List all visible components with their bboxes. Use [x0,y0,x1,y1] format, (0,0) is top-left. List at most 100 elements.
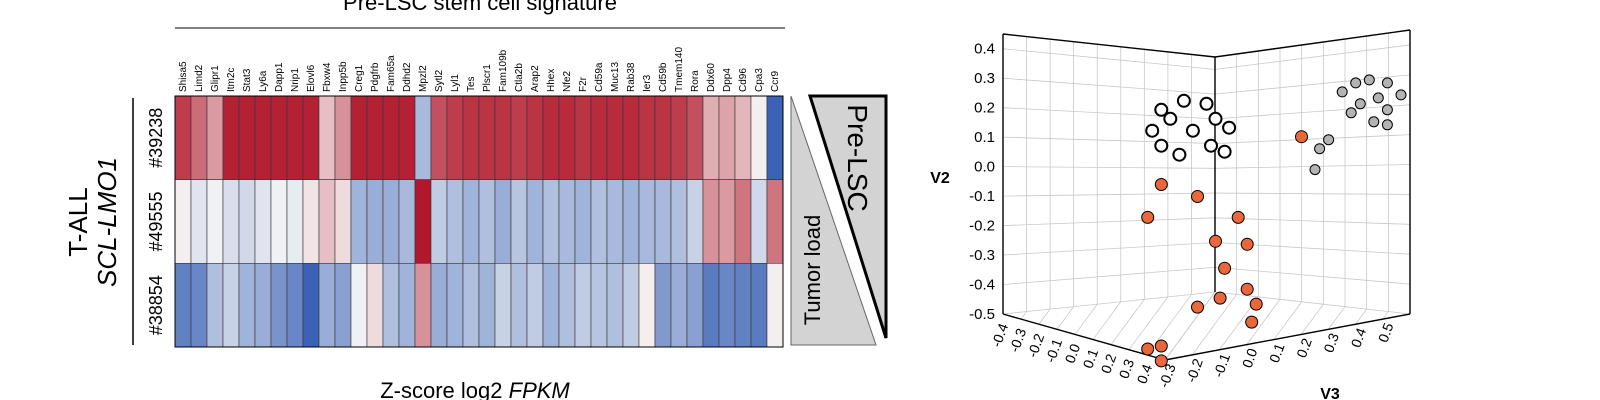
heatmap-cell [494,95,512,180]
tumor-load-label: Tumor load [800,215,825,325]
gene-label: Sytl2 [434,69,445,92]
floor-grid-line [1128,296,1169,351]
floor-grid-line [1328,306,1346,330]
gene-label: Cpa3 [754,68,765,92]
heatmap-cell [622,179,640,264]
heatmap-cell [174,179,192,264]
floor-grid-line [1382,311,1389,320]
heatmap-cell [446,95,464,180]
scatter-point-group-3 [1209,234,1222,248]
heatmap-cell [670,95,688,180]
scatter-point-group-2 [1372,92,1384,104]
heatmap-cell [174,263,192,348]
grid-line [1214,134,1411,144]
heatmap-cell [526,95,544,180]
heatmap-cell [366,263,384,348]
gene-label: Inpp5b [338,61,349,92]
heatmap-cell [270,179,288,264]
scatter-point-group-2 [1368,116,1380,128]
scatter-point-group-3 [1240,237,1254,251]
heatmap-cell [414,263,432,348]
heatmap-cell [206,263,224,348]
gene-label: Dpp4 [722,68,733,92]
gene-label: Tes [466,76,477,92]
heatmap-cell [398,95,416,180]
scatter-point-group-1 [1145,123,1160,138]
grid-line [1002,166,1216,169]
heatmap-cell [414,95,432,180]
heatmap-cell [318,95,336,180]
heatmap-cell [542,263,560,348]
sample-label: #39238 [146,108,166,168]
gene-label: F2r [578,76,589,92]
heatmap-cell [446,179,464,264]
gene-label: Tmem140 [674,47,685,92]
heatmap-cell [766,263,784,348]
scatter-point-group-2 [1323,134,1335,146]
heatmap-cell [254,179,272,264]
y-tick-label: 0.4 [974,41,995,58]
scatter-point-group-1 [1176,93,1191,108]
heatmap-cell [574,179,592,264]
heatmap-cell [766,95,784,180]
scatter-point-group-2 [1363,74,1375,86]
heatmap-cell [254,95,272,180]
heatmap-cell [510,179,528,264]
scatter-point-group-3 [1141,342,1155,356]
grid-line [1002,107,1216,120]
heatmap-cell [254,263,272,348]
v1-tick-label: 0.4 [1134,362,1156,386]
heatmap-cell [398,263,416,348]
heatmap-cell [718,179,736,264]
scatter-point-group-3 [1231,210,1245,224]
heatmap-cell [750,179,768,264]
heatmap-cell [542,179,560,264]
v3-tick-label: 0.0 [1239,346,1261,370]
v1-tick-label: -0.3 [1006,326,1029,354]
heatmap-cell [334,179,352,264]
axis-line [1002,313,1166,361]
scatter-point-group-3 [1154,339,1168,353]
scatter-point-group-3 [1191,300,1204,314]
grid-line [1002,266,1216,285]
heatmap-cell [350,95,368,180]
heatmap-xlabel: Z-score log2 FPKM [380,378,570,400]
heatmap-cell [190,179,208,264]
heatmap-cell [270,95,288,180]
heatmap-cell [478,95,496,180]
scatter-point-group-2 [1350,77,1362,89]
gene-labels: Shisa5 Limd2 Glipr1 Itm2c Stat3 Ly6a Dapp1 Nrip… [178,47,781,92]
gene-label: Stat3 [242,68,253,92]
gene-label: Cd96 [738,68,749,92]
heatmap-cell [478,263,496,348]
prelsc-label: Pre-LSC [842,104,873,211]
gene-label: Arap2 [530,65,541,92]
gene-label: Fam65a [386,55,397,92]
heatmap-cell [222,95,240,180]
floor-grid-line [1056,306,1074,330]
scatter-axes [1002,29,1411,361]
gene-label: Creg1 [354,64,365,92]
floor-grid-line [1300,303,1324,335]
heatmap-cell [542,95,560,180]
heatmap-cell [382,263,400,348]
gene-label: Itm2c [226,68,237,92]
v1-tick-label: 0.3 [1116,357,1138,381]
floor-grid-line [1020,311,1027,320]
y-tick-label: -0.5 [969,306,995,323]
heatmap-cell [510,263,528,348]
heatmap-cell [558,263,576,348]
heatmap-cell [686,263,704,348]
heatmap-cell [574,263,592,348]
y-tick-label: -0.3 [969,247,995,264]
v3-tick-label: 0.5 [1375,320,1397,344]
scatter-point-group-2 [1314,143,1326,155]
axis-line [1164,313,1411,361]
floor-grid-line [1110,299,1145,345]
heatmap-cell [302,95,320,180]
heatmap-cell [238,95,256,180]
y-tick-label: 0.2 [974,100,995,117]
heatmap-cell [606,263,624,348]
left-wall [1003,34,1215,314]
gene-label: Lyl1 [450,74,461,92]
